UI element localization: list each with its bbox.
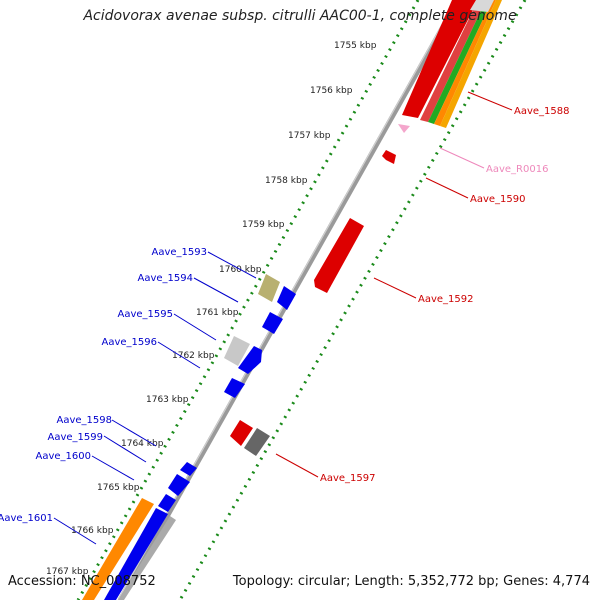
- gene-label: Aave_1598: [57, 415, 113, 426]
- gene-aave-1601-grey: [118, 516, 176, 600]
- tick-label: 1759 kbp: [242, 220, 285, 230]
- gene-aave-1601: [82, 498, 154, 600]
- tick-label: 1762 kbp: [172, 351, 215, 361]
- gene-label: Aave_1597: [320, 473, 376, 484]
- scale-track-inner: [76, 0, 420, 600]
- gene-label: Aave_1600: [36, 451, 92, 462]
- tick-label: 1763 kbp: [146, 395, 189, 405]
- gene-aave-1595: [224, 336, 250, 366]
- tick-label: 1761 kbp: [196, 308, 239, 318]
- gene-aave-1600: [158, 494, 176, 512]
- gene-label: Aave_1594: [138, 273, 194, 284]
- gene-aave-1599: [168, 474, 190, 496]
- accession-label: Accession: NC_008752: [8, 574, 156, 589]
- gene-label: Aave_1592: [418, 294, 474, 305]
- tick-label: 1756 kbp: [310, 86, 353, 96]
- gene-aave-1596: [238, 346, 262, 374]
- gene-aave-1592: [314, 218, 364, 293]
- tick-label: 1758 kbp: [265, 176, 308, 186]
- top-gene-block: [402, 0, 502, 128]
- gene-label: Aave_R0016: [486, 164, 548, 175]
- gene-aave-1601-blue: [104, 508, 168, 600]
- gene-label: Aave_1601: [0, 513, 53, 524]
- genome-summary: Topology: circular; Length: 5,352,772 bp…: [232, 574, 590, 589]
- gene-aave-1597: [230, 420, 253, 446]
- gene-label: Aave_1596: [102, 337, 158, 348]
- gene-aave-r0016: [398, 124, 410, 133]
- gene-aave-1594: [277, 286, 296, 310]
- tick-labels: 1755 kbp 1756 kbp 1757 kbp 1758 kbp 1759…: [46, 41, 377, 577]
- gene-label: Aave_1599: [48, 432, 104, 443]
- gene-aave-1595-blue: [262, 312, 283, 334]
- gene-aave-1593: [258, 274, 280, 302]
- tick-label: 1767 kbp: [46, 567, 89, 577]
- gene-aave-1597-grey: [244, 428, 270, 456]
- gene-label: Aave_1593: [152, 247, 208, 258]
- gene-label: Aave_1590: [470, 194, 526, 205]
- gene-aave-1590: [382, 150, 396, 164]
- gene-label: Aave_1588: [514, 106, 570, 117]
- tick-label: 1766 kbp: [71, 526, 114, 536]
- gene-label: Aave_1595: [118, 309, 174, 320]
- tick-label: 1765 kbp: [97, 483, 140, 493]
- tick-label: 1755 kbp: [334, 41, 377, 51]
- tick-label: 1764 kbp: [121, 439, 164, 449]
- leader-lines: [53, 91, 513, 545]
- scale-track-outer: [178, 0, 527, 600]
- tick-label: 1757 kbp: [288, 131, 331, 141]
- gene-aave-1598: [180, 462, 197, 476]
- gene-labels: Aave_1588 Aave_R0016 Aave_1590 Aave_1592…: [0, 106, 570, 524]
- map-title: Acidovorax avenae subsp. citrulli AAC00-…: [83, 8, 517, 24]
- gene-aave-1596b: [224, 378, 245, 398]
